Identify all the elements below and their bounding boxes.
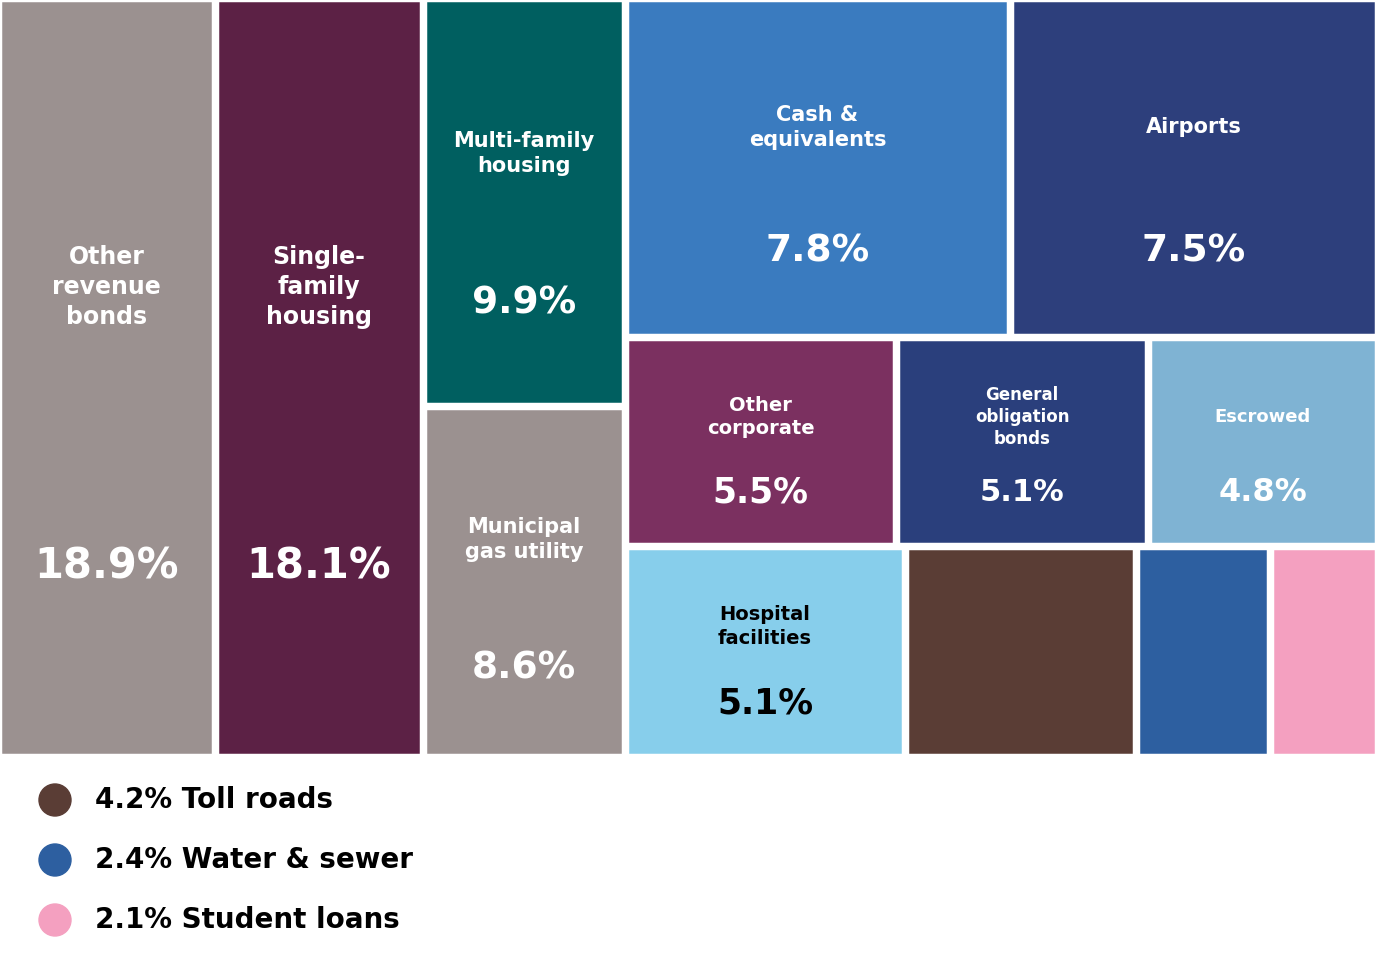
- Text: 2.4% Water & sewer: 2.4% Water & sewer: [95, 846, 413, 874]
- Text: Escrowed: Escrowed: [1215, 408, 1311, 426]
- Circle shape: [39, 904, 72, 936]
- Text: 7.5%: 7.5%: [1142, 233, 1247, 269]
- Text: Hospital
facilities: Hospital facilities: [718, 605, 812, 648]
- Bar: [627, 339, 894, 544]
- Text: Single-
family
housing: Single- family housing: [266, 245, 372, 328]
- Text: 5.5%: 5.5%: [713, 475, 809, 510]
- Text: Other
corporate: Other corporate: [707, 396, 815, 439]
- Circle shape: [39, 844, 72, 876]
- Bar: [627, 0, 1009, 335]
- Text: 7.8%: 7.8%: [765, 233, 870, 269]
- Text: Other
revenue
bonds: Other revenue bonds: [52, 245, 161, 328]
- Text: 5.1%: 5.1%: [980, 478, 1065, 507]
- Bar: [425, 0, 623, 404]
- Text: 4.2% Toll roads: 4.2% Toll roads: [95, 786, 333, 814]
- Text: 4.8%: 4.8%: [1219, 477, 1307, 508]
- Bar: [0, 0, 213, 755]
- Text: 18.9%: 18.9%: [34, 545, 179, 588]
- Text: 2.1% Student loans: 2.1% Student loans: [95, 906, 400, 934]
- Bar: [627, 548, 903, 755]
- Text: Cash &
equivalents: Cash & equivalents: [749, 105, 886, 150]
- Text: Multi-family
housing: Multi-family housing: [453, 131, 594, 176]
- Bar: [907, 548, 1134, 755]
- Text: 18.1%: 18.1%: [246, 545, 391, 588]
- Bar: [1150, 339, 1376, 544]
- Bar: [1011, 0, 1376, 335]
- Bar: [899, 339, 1146, 544]
- Circle shape: [39, 784, 72, 816]
- Text: 5.1%: 5.1%: [717, 686, 813, 720]
- Text: 9.9%: 9.9%: [472, 285, 577, 321]
- Bar: [1138, 548, 1269, 755]
- Text: General
obligation
bonds: General obligation bonds: [974, 385, 1069, 448]
- Text: Airports: Airports: [1146, 117, 1243, 137]
- Text: 8.6%: 8.6%: [472, 650, 577, 686]
- Bar: [1271, 548, 1376, 755]
- Text: Municipal
gas utility: Municipal gas utility: [465, 518, 583, 562]
- Bar: [217, 0, 421, 755]
- Bar: [425, 408, 623, 755]
